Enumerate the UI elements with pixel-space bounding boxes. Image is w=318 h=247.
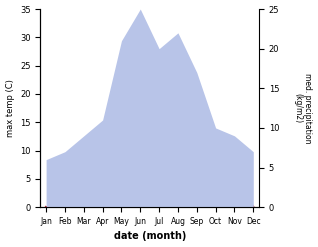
Y-axis label: max temp (C): max temp (C) xyxy=(5,79,15,137)
Y-axis label: med. precipitation
(kg/m2): med. precipitation (kg/m2) xyxy=(293,73,313,143)
X-axis label: date (month): date (month) xyxy=(114,231,186,242)
